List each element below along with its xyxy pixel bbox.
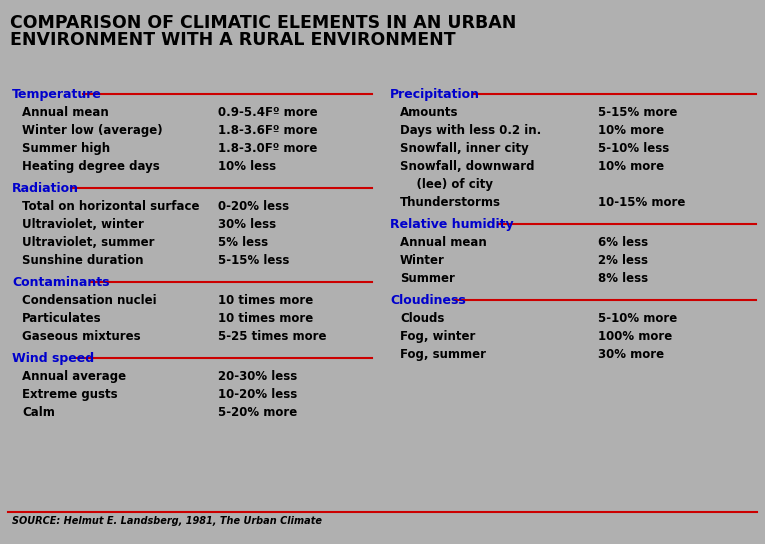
Text: Ultraviolet, summer: Ultraviolet, summer — [22, 236, 155, 249]
Text: Amounts: Amounts — [400, 106, 458, 119]
Text: 20-30% less: 20-30% less — [218, 370, 298, 383]
Text: Summer high: Summer high — [22, 142, 110, 155]
Text: Annual mean: Annual mean — [400, 236, 487, 249]
Text: 1.8-3.0Fº more: 1.8-3.0Fº more — [218, 142, 317, 155]
Text: 5-15% more: 5-15% more — [598, 106, 677, 119]
Text: 5-20% more: 5-20% more — [218, 406, 298, 419]
Text: Calm: Calm — [22, 406, 55, 419]
Text: 10-15% more: 10-15% more — [598, 196, 685, 209]
Text: Snowfall, downward: Snowfall, downward — [400, 160, 535, 173]
Text: 5-10% more: 5-10% more — [598, 312, 677, 325]
Text: Winter: Winter — [400, 254, 445, 267]
Text: Clouds: Clouds — [400, 312, 444, 325]
Text: 8% less: 8% less — [598, 272, 648, 285]
Text: Summer: Summer — [400, 272, 455, 285]
Text: 10% less: 10% less — [218, 160, 276, 173]
Text: Precipitation: Precipitation — [390, 88, 480, 101]
Text: Temperature: Temperature — [12, 88, 102, 101]
Text: Heating degree days: Heating degree days — [22, 160, 160, 173]
Text: Gaseous mixtures: Gaseous mixtures — [22, 330, 141, 343]
Text: 10 times more: 10 times more — [218, 294, 313, 307]
Text: Extreme gusts: Extreme gusts — [22, 388, 118, 401]
Text: Contaminants: Contaminants — [12, 276, 109, 289]
Text: Wind speed: Wind speed — [12, 352, 94, 365]
Text: Particulates: Particulates — [22, 312, 102, 325]
Text: 10-20% less: 10-20% less — [218, 388, 298, 401]
Text: Sunshine duration: Sunshine duration — [22, 254, 144, 267]
Text: 0.9-5.4Fº more: 0.9-5.4Fº more — [218, 106, 317, 119]
Text: 1.8-3.6Fº more: 1.8-3.6Fº more — [218, 124, 317, 137]
Text: 100% more: 100% more — [598, 330, 672, 343]
Text: 10% more: 10% more — [598, 160, 664, 173]
Text: 30% less: 30% less — [218, 218, 276, 231]
Text: SOURCE: Helmut E. Landsberg, 1981, The Urban Climate: SOURCE: Helmut E. Landsberg, 1981, The U… — [12, 516, 322, 526]
Text: 5-10% less: 5-10% less — [598, 142, 669, 155]
Text: COMPARISON OF CLIMATIC ELEMENTS IN AN URBAN: COMPARISON OF CLIMATIC ELEMENTS IN AN UR… — [10, 14, 516, 32]
Text: Total on horizontal surface: Total on horizontal surface — [22, 200, 200, 213]
Text: Annual average: Annual average — [22, 370, 126, 383]
Text: 2% less: 2% less — [598, 254, 648, 267]
Text: Thunderstorms: Thunderstorms — [400, 196, 501, 209]
Text: Ultraviolet, winter: Ultraviolet, winter — [22, 218, 144, 231]
Text: Winter low (average): Winter low (average) — [22, 124, 163, 137]
Text: Cloudiness: Cloudiness — [390, 294, 466, 307]
Text: Fog, summer: Fog, summer — [400, 348, 486, 361]
Text: (lee) of city: (lee) of city — [400, 178, 493, 191]
Text: 5% less: 5% less — [218, 236, 268, 249]
Text: Snowfall, inner city: Snowfall, inner city — [400, 142, 529, 155]
Text: 10 times more: 10 times more — [218, 312, 313, 325]
Text: 5-25 times more: 5-25 times more — [218, 330, 327, 343]
Text: Fog, winter: Fog, winter — [400, 330, 475, 343]
Text: Annual mean: Annual mean — [22, 106, 109, 119]
Text: 30% more: 30% more — [598, 348, 664, 361]
Text: Days with less 0.2 in.: Days with less 0.2 in. — [400, 124, 542, 137]
Text: Relative humidity: Relative humidity — [390, 218, 513, 231]
Text: Radiation: Radiation — [12, 182, 79, 195]
Text: Condensation nuclei: Condensation nuclei — [22, 294, 157, 307]
Text: 5-15% less: 5-15% less — [218, 254, 289, 267]
Text: 10% more: 10% more — [598, 124, 664, 137]
Text: 6% less: 6% less — [598, 236, 648, 249]
Text: 0-20% less: 0-20% less — [218, 200, 289, 213]
Text: ENVIRONMENT WITH A RURAL ENVIRONMENT: ENVIRONMENT WITH A RURAL ENVIRONMENT — [10, 31, 456, 49]
